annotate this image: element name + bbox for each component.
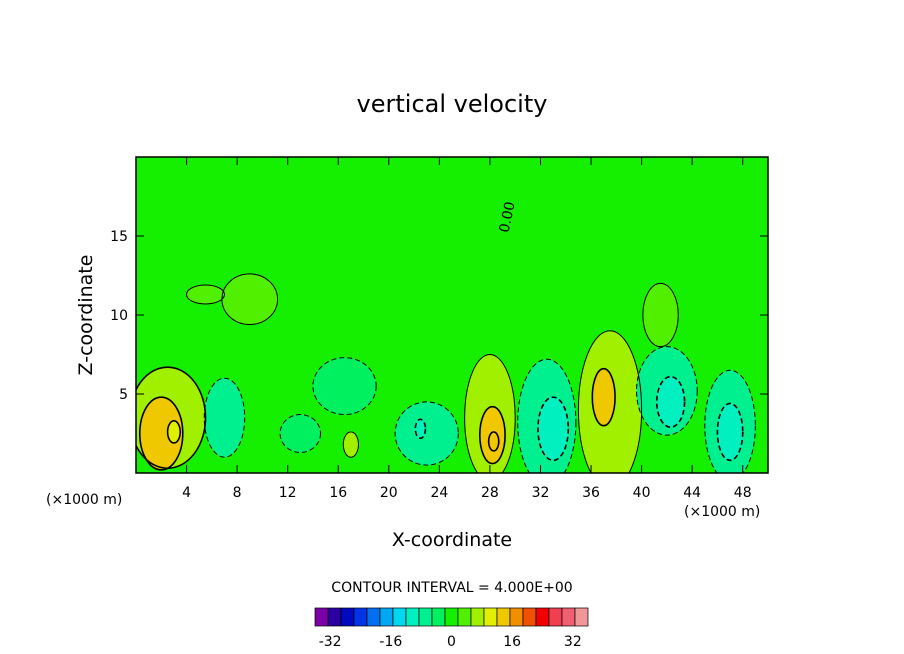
contour-line-5 xyxy=(312,357,377,416)
colorbar-cell-10 xyxy=(444,607,459,627)
colorbar xyxy=(314,607,589,627)
field-region-14 xyxy=(537,397,569,461)
contour-line-13 xyxy=(517,358,577,473)
field-region-4 xyxy=(204,378,245,458)
colorbar-cell-17 xyxy=(535,607,550,627)
field-region-16 xyxy=(592,368,616,426)
colorbar-cell-11 xyxy=(457,607,472,627)
field-region-6 xyxy=(280,414,321,453)
velocity-field xyxy=(136,157,768,473)
field-region-18 xyxy=(656,376,685,428)
contour-line-4 xyxy=(203,377,246,458)
colorbar-tick-label-4: 32 xyxy=(564,634,582,650)
x-unit-label-left: (×1000 m) xyxy=(46,492,122,508)
contour-interval-label: CONTOUR INTERVAL = 4.000E+00 xyxy=(331,580,572,596)
y-tick-label-2: 15 xyxy=(110,229,128,245)
field-region-23 xyxy=(186,284,225,304)
colorbar-cell-6 xyxy=(392,607,407,627)
field-region-22 xyxy=(221,273,278,325)
field-region-20 xyxy=(717,403,743,461)
colorbar-tick-label-1: -16 xyxy=(379,634,402,650)
colorbar-cell-20 xyxy=(574,607,589,627)
colorbar-tick-label-0: -32 xyxy=(319,634,342,650)
contour-line-7 xyxy=(342,431,359,458)
x-tick-label-7: 32 xyxy=(532,485,550,501)
x-axis-label: X-coordinate xyxy=(392,529,512,551)
field-region-3 xyxy=(167,420,181,443)
colorbar-cell-8 xyxy=(418,607,433,627)
y-axis-label: Z-coordinate xyxy=(75,255,97,376)
x-tick-label-11: 48 xyxy=(734,485,752,501)
x-axis-ticks: 4 8 12 16 20 24 28 32 36 40 44 48 xyxy=(182,157,752,501)
y-axis-ticks: 5 10 15 xyxy=(110,229,768,403)
field-region-7 xyxy=(343,431,359,458)
contour-line-8 xyxy=(394,401,459,466)
x-tick-label-5: 24 xyxy=(430,485,448,501)
field-region-5 xyxy=(312,357,377,415)
x-tick-label-4: 20 xyxy=(380,485,398,501)
x-tick-label-2: 12 xyxy=(279,485,297,501)
colorbar-cell-2 xyxy=(340,607,355,627)
colorbar-tick-label-3: 16 xyxy=(503,634,521,650)
contour-line-21 xyxy=(642,282,679,348)
contour-line-3 xyxy=(166,420,182,444)
x-tick-label-9: 40 xyxy=(633,485,651,501)
contour-line-2 xyxy=(138,396,184,471)
field-region-21 xyxy=(642,283,679,347)
contour-line-18 xyxy=(655,375,686,428)
field-region-8 xyxy=(395,401,459,466)
colorbar-cell-9 xyxy=(431,607,446,627)
colorbar-cell-12 xyxy=(470,607,485,627)
zero-contour-label: 0.00 xyxy=(497,200,519,234)
x-unit-label-right: (×1000 m) xyxy=(684,504,760,520)
colorbar-labels: -32 -16 0 16 32 xyxy=(319,634,582,650)
y-tick-label-1: 10 xyxy=(110,308,128,324)
contour-line-20 xyxy=(716,402,744,462)
contour-line-11 xyxy=(479,405,506,465)
contour-line-15 xyxy=(577,330,643,473)
contour-line-16 xyxy=(591,367,616,427)
colorbar-cell-16 xyxy=(522,607,537,627)
colorbar-cell-3 xyxy=(353,607,368,627)
colorbar-cell-5 xyxy=(379,607,394,627)
x-tick-label-0: 4 xyxy=(182,485,191,501)
x-tick-label-6: 28 xyxy=(481,485,499,501)
contour-line-6 xyxy=(279,414,322,453)
contour-line-14 xyxy=(537,396,570,462)
colorbar-cell-7 xyxy=(405,607,420,627)
contour-line-12 xyxy=(487,431,500,452)
x-tick-label-1: 8 xyxy=(233,485,242,501)
colorbar-cell-1 xyxy=(327,607,342,627)
contour-line-23 xyxy=(186,284,225,305)
colorbar-tick-label-2: 0 xyxy=(447,634,456,650)
contour-line-17 xyxy=(636,346,698,436)
contour-lines xyxy=(136,273,756,473)
chart-title: vertical velocity xyxy=(357,90,548,118)
contour-line-9 xyxy=(414,418,427,440)
x-tick-label-3: 16 xyxy=(329,485,347,501)
contour-line-19 xyxy=(704,369,756,473)
x-tick-label-10: 44 xyxy=(683,485,701,501)
field-region-2 xyxy=(139,397,183,470)
colorbar-cell-18 xyxy=(548,607,563,627)
contour-line-10 xyxy=(464,354,516,473)
colorbar-cell-14 xyxy=(496,607,511,627)
colorbar-cell-19 xyxy=(561,607,576,627)
field-region-12 xyxy=(488,431,499,451)
y-tick-label-0: 5 xyxy=(119,387,128,403)
colorbar-cell-0 xyxy=(314,607,329,627)
colorbar-cell-15 xyxy=(509,607,524,627)
x-tick-label-8: 36 xyxy=(582,485,600,501)
field-region-9 xyxy=(415,419,426,439)
colorbar-cell-4 xyxy=(366,607,381,627)
colorbar-cell-13 xyxy=(483,607,498,627)
